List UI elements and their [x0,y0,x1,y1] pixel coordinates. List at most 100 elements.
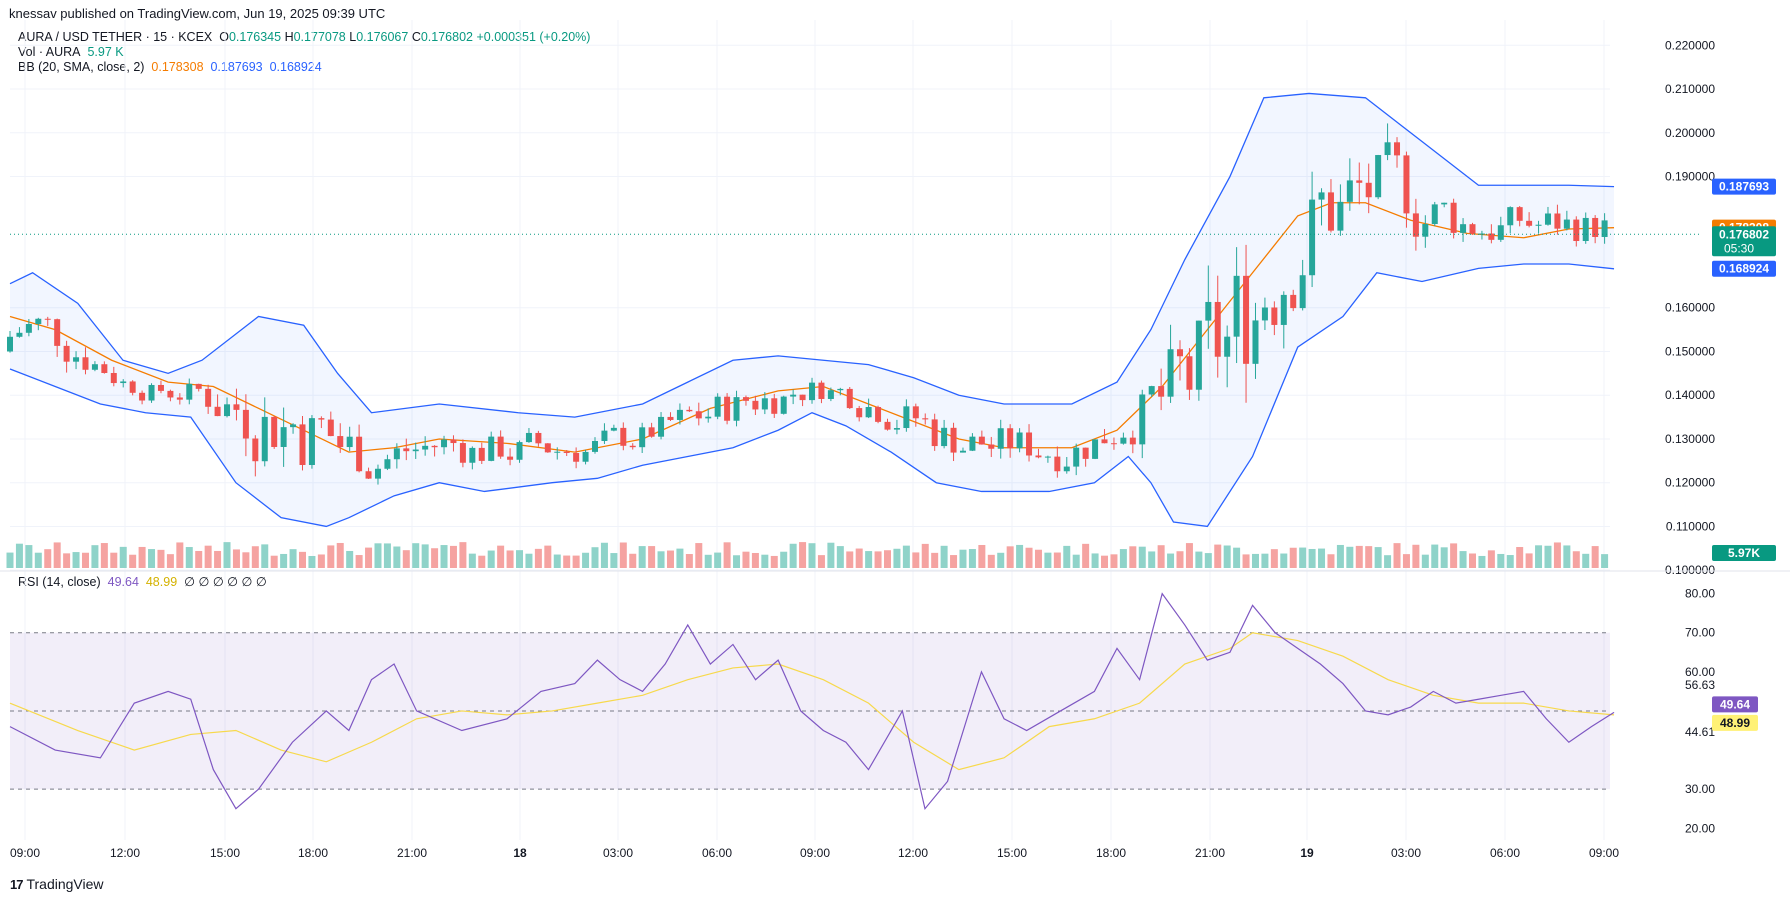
candle-body [1431,204,1438,225]
high-value: 0.177078 [293,30,346,44]
brand-footer[interactable]: 17 TradingView [10,876,104,892]
volume-bar [695,543,703,568]
close-value: 0.176802 [420,30,473,44]
price-tick-label: 0.200000 [1665,126,1715,140]
candle-body [1507,207,1514,226]
volume-legend[interactable]: Vol · AURA 5.97 K [18,45,124,59]
candle-body [1148,386,1155,395]
volume-bar [648,546,656,568]
volume-bar [1214,544,1222,568]
volume-bar [1129,546,1137,568]
rsi-tick-label: 20.00 [1685,821,1715,835]
candle-body [431,445,438,448]
candle-body [1554,213,1561,229]
candle-body [129,381,136,393]
candle-body [1544,213,1551,225]
volume-bar [1318,548,1326,568]
candle-body [1535,224,1542,226]
candle-body [959,450,966,453]
rsi-value: 49.64 [107,575,139,589]
time-tick-label: 03:00 [1391,846,1421,860]
candle-body [469,447,476,463]
candle-body [1129,437,1136,445]
volume-bar [1138,546,1146,568]
volume-bar [138,546,146,568]
volume-bar [1299,547,1307,568]
volume-bar [1176,551,1184,568]
candle-body [1110,443,1117,445]
volume-bar [751,552,759,568]
countdown-text: 05:30 [1724,241,1754,255]
bb-legend[interactable]: BB (20, SMA, close, 2) 0.178308 0.187693… [18,60,322,74]
candle-body [837,388,844,391]
candle-body [724,396,731,421]
time-tick-label: 06:00 [1490,846,1520,860]
bb-upper-value: 0.187693 [210,60,263,74]
candle-body [639,427,646,448]
volume-bar [629,553,637,568]
volume-bar [883,550,891,568]
candle-body [856,408,863,418]
rsi-line [9,592,1615,811]
volume-bar [1261,553,1269,568]
candle-body [374,468,381,479]
candle-body [875,407,882,422]
candle-body [827,390,834,399]
volume-bar [817,555,825,568]
candle-body [1412,213,1419,237]
volume-bar [666,550,674,568]
close-label: C [411,30,421,44]
candle-body [252,438,259,462]
volume-bar [204,545,212,568]
candle-body [1488,233,1495,240]
candle-body [7,336,13,352]
symbol-legend[interactable]: AURA / USD TETHER · 15 · KCEX O0.176345 … [18,30,590,44]
candle-body [1497,225,1504,240]
candle-body [101,364,108,373]
volume-bar [761,554,769,568]
volume-bar [327,545,335,568]
volume-bar [487,550,495,568]
candle-body [582,451,589,462]
bb-lower-value: 0.168924 [269,60,322,74]
volume-bar [1506,555,1514,568]
volume-bar [770,555,778,568]
time-tick-label: 12:00 [898,846,928,860]
candle-body [1186,356,1193,390]
volume-bar [525,553,533,568]
candle-body [1073,447,1080,467]
candle-body [242,409,249,439]
candle-body [554,451,561,453]
price-axis-badge [1712,226,1776,257]
volume-bar [251,546,259,568]
candle-body [1092,439,1099,459]
candle-body [148,384,155,401]
candle-body [922,418,929,420]
volume-bar [81,552,89,568]
candle-body [893,428,900,430]
candle-body [601,430,608,441]
candle-body [25,324,32,333]
volume-bar [44,549,52,568]
candle-body [290,424,297,428]
volume-bar [638,546,646,568]
volume-bar [780,551,788,568]
volume-bar [733,555,741,568]
volume-bar [1110,554,1118,568]
volume-bar [100,543,108,568]
candle-body [1205,301,1212,321]
candle-body [799,394,806,401]
volume-bar [1365,546,1373,568]
volume-bar [34,552,42,568]
price-tick-label: 0.220000 [1665,38,1715,52]
candle-body [120,381,127,384]
volume-bar [1016,544,1024,568]
rsi-legend[interactable]: RSI (14, close) 49.64 48.99 ∅ ∅ ∅ ∅ ∅ ∅ [18,574,267,589]
time-tick-label: 09:00 [10,846,40,860]
volume-bar [563,555,571,568]
volume-bar [1393,543,1401,568]
candle-body [488,436,495,461]
volume-bar [383,543,391,568]
volume-bar [1119,549,1127,568]
